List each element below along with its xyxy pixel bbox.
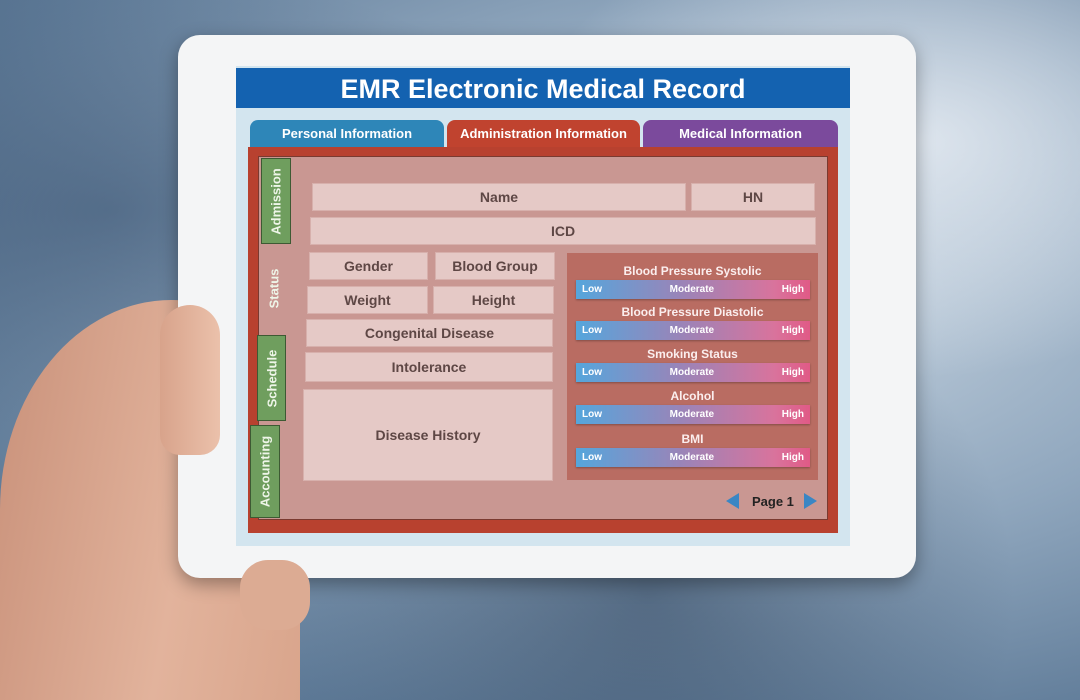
height-field[interactable]: Height	[433, 286, 554, 314]
high-label: High	[781, 325, 804, 336]
side-tab-label: Accounting	[257, 435, 273, 508]
low-label: Low	[582, 452, 602, 463]
high-label: High	[781, 367, 804, 378]
tab-personal-information[interactable]: Personal Information	[250, 120, 444, 148]
low-label: Low	[582, 409, 602, 420]
page-indicator: Page 1	[752, 494, 794, 509]
tab-administration-information[interactable]: Administration Information	[447, 120, 640, 148]
moderate-label: Moderate	[669, 325, 715, 336]
hn-field[interactable]: HN	[691, 183, 815, 211]
side-tab-label: Schedule	[264, 349, 280, 407]
moderate-label: Moderate	[669, 284, 715, 295]
previous-page-arrow-icon[interactable]	[726, 493, 739, 509]
side-tab-status[interactable]: Status	[259, 255, 289, 321]
weight-field[interactable]: Weight	[307, 286, 428, 314]
scale-label: Blood Pressure Systolic	[623, 264, 762, 278]
thumb	[160, 305, 220, 455]
smoking-status-scale[interactable]: Low Moderate High	[576, 363, 810, 382]
scale-label: Alcohol	[670, 389, 715, 403]
side-tab-admission[interactable]: Admission	[261, 158, 291, 244]
scale-label: Blood Pressure Diastolic	[621, 305, 764, 319]
disease-history-field[interactable]: Disease History	[303, 389, 553, 481]
tablet-screen: EMR Electronic Medical Record Personal I…	[236, 66, 850, 546]
blood-pressure-systolic-scale[interactable]: Low Moderate High	[576, 280, 810, 299]
gender-field[interactable]: Gender	[309, 252, 428, 280]
alcohol-scale[interactable]: Low Moderate High	[576, 405, 810, 424]
blood-pressure-diastolic-scale[interactable]: Low Moderate High	[576, 321, 810, 340]
low-label: Low	[582, 325, 602, 336]
name-field[interactable]: Name	[312, 183, 686, 211]
icd-field[interactable]: ICD	[310, 217, 816, 245]
moderate-label: Moderate	[669, 367, 715, 378]
tab-medical-information[interactable]: Medical Information	[643, 120, 838, 148]
intolerance-field[interactable]: Intolerance	[305, 352, 553, 382]
scale-label: Smoking Status	[647, 347, 738, 361]
health-indicators-panel: Blood Pressure Systolic Low Moderate High …	[567, 253, 818, 480]
app-title: EMR Electronic Medical Record	[236, 68, 850, 108]
bmi-scale[interactable]: Low Moderate High	[576, 448, 810, 467]
next-page-arrow-icon[interactable]	[804, 493, 817, 509]
high-label: High	[781, 284, 804, 295]
side-tab-label: Status	[266, 268, 282, 308]
side-tab-accounting[interactable]: Accounting	[250, 425, 280, 518]
side-tab-label: Admission	[268, 167, 284, 235]
scale-label: BMI	[681, 432, 704, 446]
side-tab-schedule[interactable]: Schedule	[257, 335, 286, 421]
moderate-label: Moderate	[669, 409, 715, 420]
high-label: High	[781, 452, 804, 463]
moderate-label: Moderate	[669, 452, 715, 463]
blood-group-field[interactable]: Blood Group	[435, 252, 555, 280]
congenital-disease-field[interactable]: Congenital Disease	[306, 319, 553, 347]
high-label: High	[781, 409, 804, 420]
finger	[240, 560, 310, 630]
low-label: Low	[582, 367, 602, 378]
low-label: Low	[582, 284, 602, 295]
